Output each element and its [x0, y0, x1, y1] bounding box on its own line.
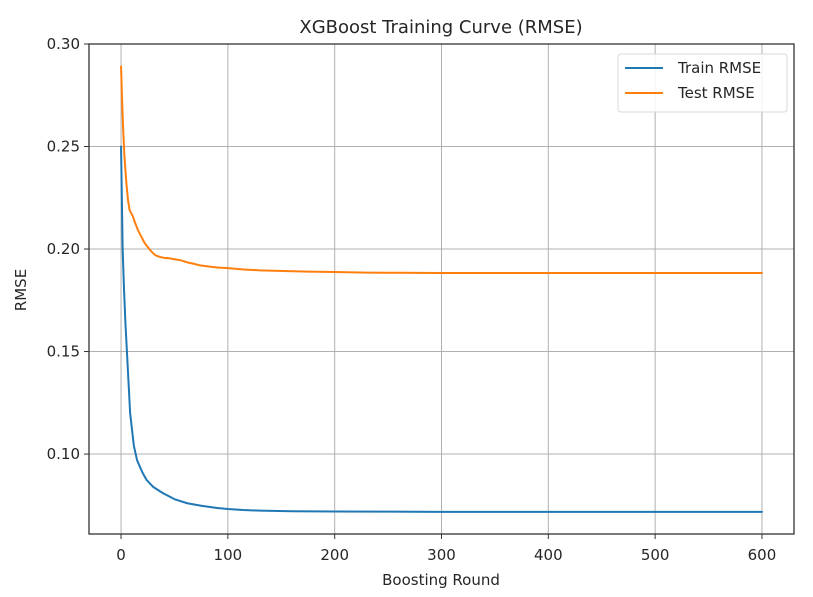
y-tick-label: 0.15	[47, 343, 80, 361]
x-tick-label: 300	[427, 546, 456, 564]
x-tick-label: 500	[641, 546, 670, 564]
ticks: 0 100 200 300 400 500 600 0.10 0.15 0.20 0.25 0.30	[47, 35, 777, 564]
x-tick-label: 0	[116, 546, 126, 564]
y-tick-label: 0.30	[47, 35, 80, 53]
y-tick-label: 0.10	[47, 445, 80, 463]
series-line-test-rmse	[120, 65, 763, 275]
y-tick-label: 0.25	[47, 138, 80, 156]
y-axis-title: RMSE	[12, 269, 30, 311]
x-tick-label: 200	[320, 546, 349, 564]
x-tick-label: 400	[534, 546, 563, 564]
x-tick-label: 100	[214, 546, 243, 564]
legend: Train RMSE Test RMSE	[617, 53, 788, 113]
y-tick-label: 0.20	[47, 240, 80, 258]
x-tick-label: 600	[748, 546, 777, 564]
series-line-train-rmse	[120, 145, 763, 513]
x-axis-title: Boosting Round	[382, 571, 500, 589]
legend-label-test: Test RMSE	[677, 84, 755, 102]
chart-title: XGBoost Training Curve (RMSE)	[299, 17, 582, 38]
legend-label-train: Train RMSE	[677, 59, 761, 77]
grid	[89, 43, 794, 534]
series-layer	[120, 65, 763, 513]
